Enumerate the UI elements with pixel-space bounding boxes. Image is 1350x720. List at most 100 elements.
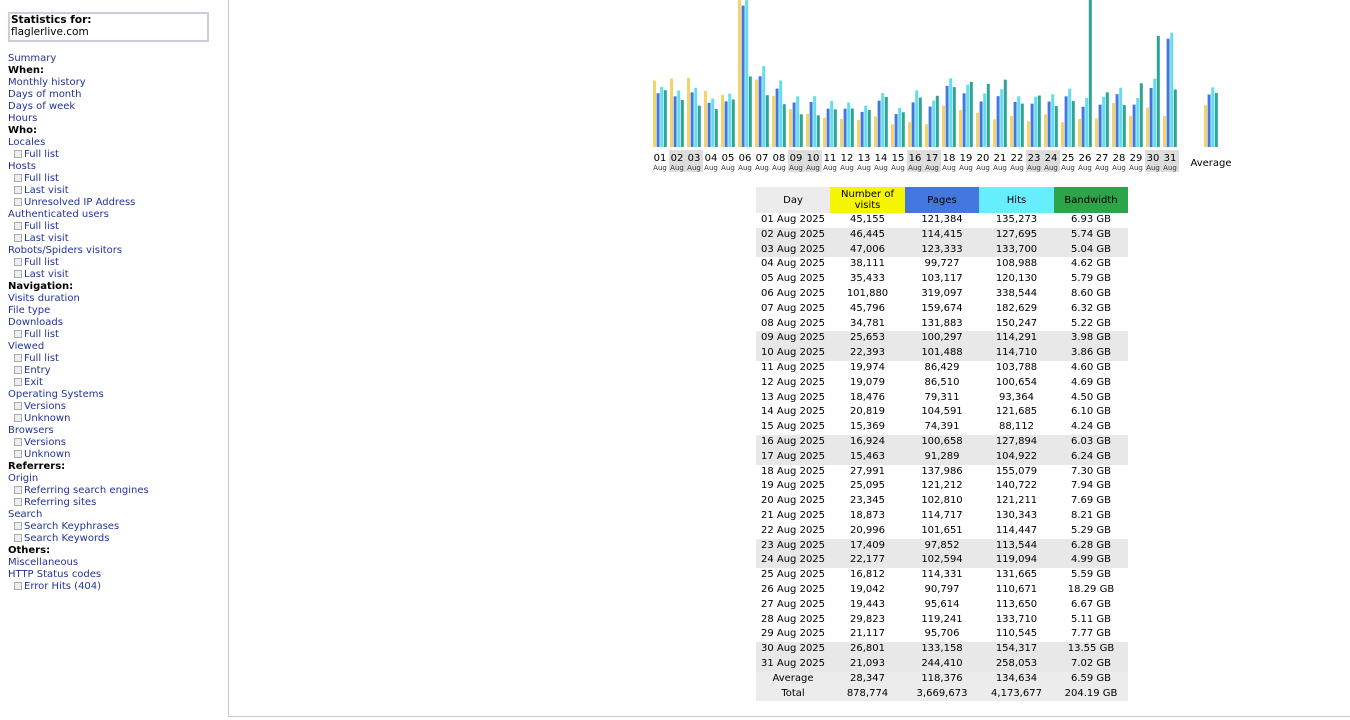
sidebar-link-file-type[interactable]: File type [8, 305, 51, 316]
x-tick-sublabel: Aug [993, 164, 1007, 172]
sidebar-sublink-unresolved-ip-address[interactable]: Unresolved IP Address [8, 197, 223, 209]
bar-visits [670, 78, 673, 147]
sidebar-link-search[interactable]: Search [8, 509, 43, 520]
sidebar-link-visits-duration[interactable]: Visits duration [8, 293, 80, 304]
sidebar-sublink-label: Full list [24, 173, 59, 184]
sidebar-sublink-versions[interactable]: Versions [8, 437, 223, 449]
page-icon [14, 498, 22, 506]
sidebar-link-downloads[interactable]: Downloads [8, 317, 63, 328]
cell-bandwidth: 4.69 GB [1070, 376, 1112, 388]
x-tick-label: 01 [654, 153, 667, 164]
x-tick-sublabel: Aug [1163, 164, 1177, 172]
cell-visits: 15,463 [850, 450, 885, 462]
bar-pages [877, 100, 881, 147]
weekend-label-bg [686, 150, 703, 172]
sidebar-sublink-exit[interactable]: Exit [8, 377, 223, 389]
sidebar-link-days-of-month[interactable]: Days of month [8, 89, 82, 100]
x-tick-sublabel: Aug [1146, 164, 1160, 172]
sidebar-link-hosts[interactable]: Hosts [8, 161, 36, 172]
sidebar-link-origin[interactable]: Origin [8, 473, 39, 484]
sidebar-link-monthly-history[interactable]: Monthly history [8, 77, 86, 88]
cell-pages: 131,883 [921, 317, 963, 329]
sidebar-sublink-last-visit[interactable]: Last visit [8, 269, 223, 281]
weekend-label-bg [924, 150, 941, 172]
bar-pages [792, 102, 796, 147]
sidebar-link-miscellaneous[interactable]: Miscellaneous [8, 557, 79, 568]
bar-pages [860, 111, 864, 147]
sidebar-sublink-full-list[interactable]: Full list [8, 257, 223, 269]
cell-visits: 19,974 [850, 361, 885, 373]
sidebar-sublink-unknown[interactable]: Unknown [8, 413, 223, 425]
cell-hits: 121,685 [995, 406, 1038, 418]
sidebar-link-browsers[interactable]: Browsers [8, 425, 54, 436]
bar-hits [677, 90, 681, 147]
cell-hits: 103,788 [995, 361, 1038, 373]
sidebar-sublink-referring-sites[interactable]: Referring sites [8, 497, 223, 509]
bar-hits [915, 90, 919, 147]
sidebar-sublink-last-visit[interactable]: Last visit [8, 233, 223, 245]
cell-bandwidth: 5.22 GB [1070, 317, 1112, 329]
x-tick-label: 11 [824, 153, 837, 164]
sidebar-sublink-full-list[interactable]: Full list [8, 149, 223, 161]
sidebar-sublink-last-visit[interactable]: Last visit [8, 185, 223, 197]
page-icon [14, 222, 22, 230]
sidebar-sublink-versions[interactable]: Versions [8, 401, 223, 413]
sidebar-link-locales[interactable]: Locales [8, 137, 46, 148]
bar-pages [996, 96, 1000, 147]
bar-visits [687, 77, 690, 147]
page-icon [14, 582, 22, 590]
sidebar-sublink-full-list[interactable]: Full list [8, 221, 223, 233]
sidebar-sublink-error-hits-404[interactable]: Error Hits (404) [8, 581, 223, 593]
cell-hits: 113,650 [995, 598, 1038, 610]
sidebar-sublink-unknown[interactable]: Unknown [8, 449, 223, 461]
cell-pages: 119,241 [921, 613, 963, 625]
sidebar-link-robots-spiders-visitors[interactable]: Robots/Spiders visitors [8, 245, 123, 256]
cell-bandwidth: 6.28 GB [1070, 539, 1112, 551]
bar-pages [809, 102, 813, 147]
sidebar-sublink-entry[interactable]: Entry [8, 365, 223, 377]
table-total-row: Total 878,774 3,669,673 4,173,677 204.19… [756, 686, 1128, 702]
sidebar-link-authenticated-users[interactable]: Authenticated users [8, 209, 109, 220]
cell-visits: 101,880 [846, 287, 889, 299]
table-row: 15 Aug 2025 15,369 74,391 88,112 4.24 GB [756, 420, 1128, 435]
sidebar-link-http-status-codes[interactable]: HTTP Status codes [8, 569, 102, 580]
bar-bandwidth [935, 95, 939, 147]
sidebar-link-summary[interactable]: Summary [8, 53, 57, 64]
cell-bandwidth: 4.24 GB [1070, 421, 1112, 433]
sidebar-link-hours[interactable]: Hours [8, 113, 38, 124]
sidebar-sublink-full-list[interactable]: Full list [8, 329, 223, 341]
sidebar-link-days-of-week[interactable]: Days of week [8, 101, 76, 112]
sidebar-sublink-label: Referring search engines [24, 485, 149, 496]
bar-pages [1064, 96, 1068, 147]
sidebar-link-viewed[interactable]: Viewed [8, 341, 45, 352]
x-tick-label: 06 [739, 153, 752, 164]
weekend-label-bg [1162, 150, 1179, 172]
average-bar-pages [1207, 94, 1211, 147]
sidebar-sublink-search-keyphrases[interactable]: Search Keyphrases [8, 521, 223, 533]
cell-pages: 100,297 [921, 332, 963, 344]
cell-day: 11 Aug 2025 [760, 361, 826, 373]
cell-hits: 114,447 [995, 524, 1038, 536]
table-row: 28 Aug 2025 29,823 119,241 133,710 5.11 GB [756, 612, 1128, 628]
bar-visits [806, 114, 809, 147]
sidebar-sublink-full-list[interactable]: Full list [8, 173, 223, 185]
sidebar-link-operating-systems[interactable]: Operating Systems [8, 389, 104, 400]
sidebar-sublink-referring-search-engines[interactable]: Referring search engines [8, 485, 223, 497]
sidebar-sublink-search-keywords[interactable]: Search Keywords [8, 533, 223, 545]
bar-visits [1112, 103, 1115, 147]
page-icon [14, 522, 22, 530]
bar-hits [949, 78, 953, 147]
x-tick-sublabel: Aug [1129, 164, 1143, 172]
days-of-month-table: Day Number of visits Pages Hits Bandwidt… [756, 187, 1128, 702]
cell-hits: 127,894 [995, 435, 1038, 447]
cell-visits: 27,991 [850, 465, 885, 477]
bar-bandwidth [1122, 105, 1126, 147]
cell-hits: 140,722 [995, 480, 1038, 492]
cell-day: 20 Aug 2025 [760, 495, 826, 507]
table-row: 25 Aug 2025 16,812 114,331 131,665 5.59 GB [756, 568, 1128, 583]
sidebar-sublink-full-list[interactable]: Full list [8, 353, 223, 365]
x-tick-sublabel: Aug [942, 164, 956, 172]
bar-bandwidth [697, 105, 701, 147]
cell-bandwidth: 3.86 GB [1070, 347, 1112, 359]
bar-visits [704, 90, 707, 147]
